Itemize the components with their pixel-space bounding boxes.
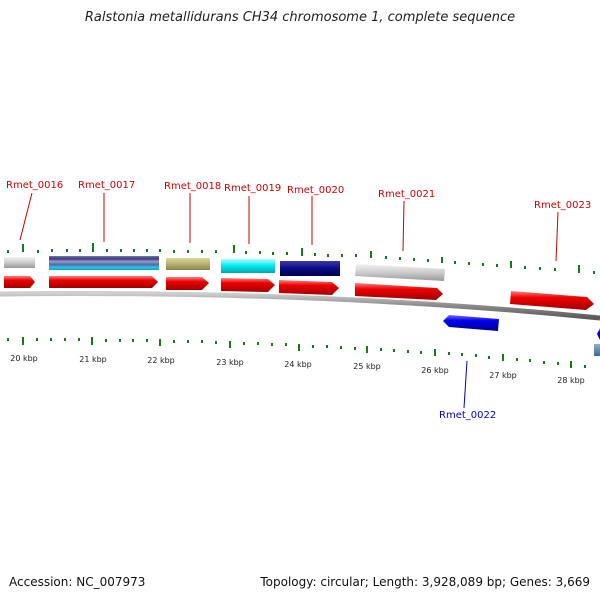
outer-tick-ring (7, 243, 595, 274)
cds-arrow (355, 283, 443, 300)
gene-label-rmet-0019: Rmet_0019 (224, 183, 281, 194)
feature-box (166, 258, 210, 270)
map-title: Ralstonia metallidurans CH34 chromosome … (84, 10, 516, 25)
scale-label: 20 kbp (10, 354, 38, 363)
cds-arrow (49, 276, 158, 288)
scale-label: 26 kbp (421, 366, 449, 375)
gene-label-rmet-0017: Rmet_0017 (78, 180, 135, 191)
topology-summary-text: Topology: circular; Length: 3,928,089 bp… (260, 575, 590, 589)
feature-box (49, 256, 159, 270)
scale-label: 24 kbp (284, 360, 312, 369)
accession-text: Accession: NC_007973 (9, 575, 146, 589)
cds-arrow (443, 315, 499, 331)
scale-label: 25 kbp (353, 362, 381, 371)
feature-box (221, 259, 275, 273)
gene-label-rmet-0020: Rmet_0020 (287, 185, 344, 196)
scale-label: 22 kbp (147, 356, 175, 365)
feature-box (594, 344, 600, 356)
scale-label: 21 kbp (79, 355, 107, 364)
cds-arrow (166, 277, 209, 290)
gene-label-rmet-0018: Rmet_0018 (164, 181, 221, 192)
gene-label-rmet-0016: Rmet_0016 (6, 180, 63, 191)
forward-cds-track (4, 276, 594, 310)
feature-track (4, 256, 445, 281)
cds-arrow (597, 328, 600, 340)
scale-label: 27 kbp (489, 371, 517, 380)
feature-box (355, 264, 445, 281)
cds-arrow (279, 280, 339, 295)
gene-label-rmet-0023: Rmet_0023 (534, 200, 591, 211)
inner-tick-ring (7, 337, 586, 368)
cds-arrow (510, 291, 594, 310)
chromosome-backbone (0, 291, 600, 321)
label-leaders (19, 192, 559, 409)
gene-label-rmet-0021: Rmet_0021 (378, 189, 435, 200)
cds-arrow (221, 278, 275, 292)
feature-box (280, 261, 340, 276)
gene-labels: Rmet_0016 Rmet_0017 Rmet_0018 Rmet_0019 … (6, 180, 591, 421)
reverse-cds-track (443, 315, 600, 356)
scale-label: 28 kbp (557, 376, 585, 385)
feature-box (4, 257, 35, 268)
cds-arrow (4, 276, 35, 288)
scale-labels: 20 kbp 21 kbp 22 kbp 23 kbp 24 kbp 25 kb… (10, 354, 585, 385)
scale-label: 23 kbp (216, 358, 244, 367)
gene-label-rmet-0022: Rmet_0022 (439, 410, 496, 421)
